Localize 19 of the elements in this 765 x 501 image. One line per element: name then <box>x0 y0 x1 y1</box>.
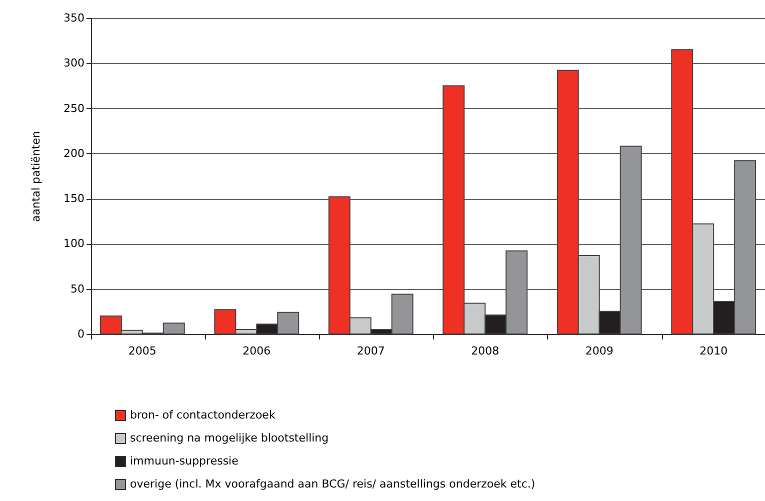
y-tick-label: 100 <box>64 237 84 250</box>
y-tick-label: 300 <box>64 56 84 70</box>
y-tick-label: 250 <box>64 102 84 115</box>
y-tick-label: 0 <box>78 328 84 340</box>
y-tick-label: 200 <box>64 146 84 160</box>
x-tick-label: 2006 <box>242 344 271 358</box>
x-tick-label: 2010 <box>700 344 728 358</box>
legend-label: overige (incl. Mx voorafgaand aan BCG/ reis/ aanstellings onderzoek etc.) <box>130 478 536 490</box>
x-tick-label: 2008 <box>471 344 500 358</box>
legend-label: screening na mogelijke blootstelling <box>130 432 329 444</box>
y-tick-label: 350 <box>64 12 84 24</box>
x-tick-label: 2009 <box>585 344 614 358</box>
x-tick-label: 2007 <box>356 344 385 358</box>
legend-label: immuun-suppressie <box>130 454 239 468</box>
legend-label: bron- of contactonderzoek <box>130 408 276 422</box>
y-axis-title: aantal patiënten <box>30 131 43 222</box>
x-tick-label: 2005 <box>128 344 156 358</box>
y-tick-label: 150 <box>64 192 84 206</box>
y-tick-label: 50 <box>70 282 84 296</box>
